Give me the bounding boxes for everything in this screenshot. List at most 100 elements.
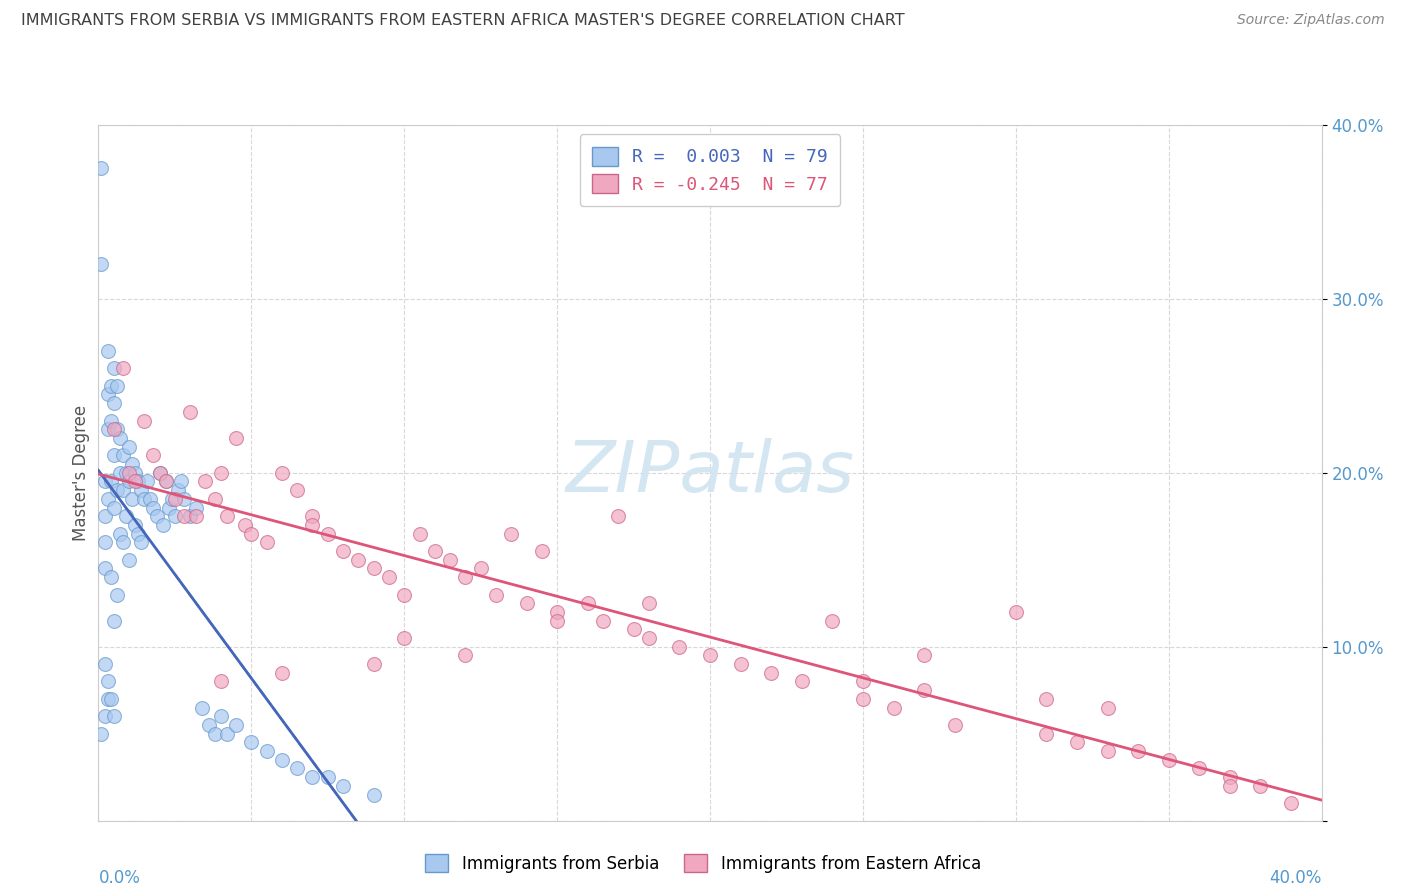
Point xyxy=(347,552,370,567)
Point xyxy=(124,475,146,489)
Point xyxy=(204,726,226,740)
Point xyxy=(240,526,263,541)
Point xyxy=(592,614,614,628)
Point xyxy=(194,475,217,489)
Point xyxy=(1035,726,1057,740)
Point xyxy=(97,422,120,436)
Point xyxy=(97,343,120,358)
Point xyxy=(191,700,214,714)
Point xyxy=(1219,770,1241,784)
Point xyxy=(97,674,120,689)
Point xyxy=(423,544,446,558)
Point xyxy=(93,475,115,489)
Point xyxy=(363,561,385,575)
Point xyxy=(103,422,125,436)
Legend: Immigrants from Serbia, Immigrants from Eastern Africa: Immigrants from Serbia, Immigrants from … xyxy=(419,847,987,880)
Point xyxy=(121,491,143,506)
Point xyxy=(129,483,152,497)
Point xyxy=(270,466,292,480)
Point xyxy=(155,475,177,489)
Point xyxy=(103,361,125,376)
Point xyxy=(142,500,165,515)
Point xyxy=(439,552,461,567)
Point xyxy=(118,466,141,480)
Point xyxy=(163,491,186,506)
Point xyxy=(392,631,416,645)
Point xyxy=(215,726,238,740)
Point xyxy=(240,735,263,749)
Point xyxy=(209,466,232,480)
Point xyxy=(316,770,339,784)
Y-axis label: Master's Degree: Master's Degree xyxy=(72,405,90,541)
Point xyxy=(1097,744,1119,758)
Point xyxy=(408,526,430,541)
Point xyxy=(111,448,134,462)
Point xyxy=(301,517,323,532)
Point xyxy=(167,483,190,497)
Point xyxy=(100,692,122,706)
Point xyxy=(301,770,323,784)
Point xyxy=(100,570,122,584)
Point xyxy=(127,475,149,489)
Point xyxy=(699,648,721,663)
Point xyxy=(103,500,125,515)
Point xyxy=(332,779,354,793)
Point xyxy=(105,587,128,601)
Point xyxy=(121,457,143,471)
Point xyxy=(103,709,125,723)
Point xyxy=(470,561,492,575)
Point xyxy=(225,718,247,732)
Point xyxy=(105,422,128,436)
Point xyxy=(530,544,553,558)
Point xyxy=(173,491,195,506)
Point xyxy=(103,614,125,628)
Point xyxy=(209,674,232,689)
Point xyxy=(546,614,568,628)
Point xyxy=(111,483,134,497)
Point xyxy=(204,491,226,506)
Point xyxy=(105,483,128,497)
Point xyxy=(173,509,195,524)
Point xyxy=(100,378,122,392)
Point xyxy=(637,631,661,645)
Point xyxy=(378,570,401,584)
Point xyxy=(100,475,122,489)
Point xyxy=(1157,753,1180,767)
Point xyxy=(1249,779,1271,793)
Point xyxy=(516,596,538,610)
Point xyxy=(285,483,308,497)
Point xyxy=(108,526,131,541)
Point xyxy=(270,665,292,680)
Point xyxy=(152,517,174,532)
Point xyxy=(215,509,238,524)
Point xyxy=(186,509,208,524)
Point xyxy=(501,526,523,541)
Text: Source: ZipAtlas.com: Source: ZipAtlas.com xyxy=(1237,13,1385,28)
Point xyxy=(637,596,661,610)
Point xyxy=(124,466,146,480)
Point xyxy=(108,431,131,445)
Point xyxy=(1035,692,1057,706)
Point xyxy=(111,535,134,549)
Point xyxy=(118,440,141,454)
Point xyxy=(105,378,128,392)
Point xyxy=(225,431,247,445)
Point xyxy=(124,517,146,532)
Point xyxy=(1097,700,1119,714)
Point xyxy=(170,475,193,489)
Point xyxy=(332,544,354,558)
Point xyxy=(163,509,186,524)
Point xyxy=(155,475,177,489)
Point xyxy=(607,509,630,524)
Point xyxy=(97,692,120,706)
Point xyxy=(139,491,162,506)
Point xyxy=(1066,735,1088,749)
Point xyxy=(270,753,292,767)
Point xyxy=(157,500,180,515)
Point xyxy=(129,535,152,549)
Point xyxy=(285,761,308,775)
Text: 0.0%: 0.0% xyxy=(98,870,141,888)
Point xyxy=(883,700,905,714)
Point xyxy=(145,509,167,524)
Point xyxy=(852,674,875,689)
